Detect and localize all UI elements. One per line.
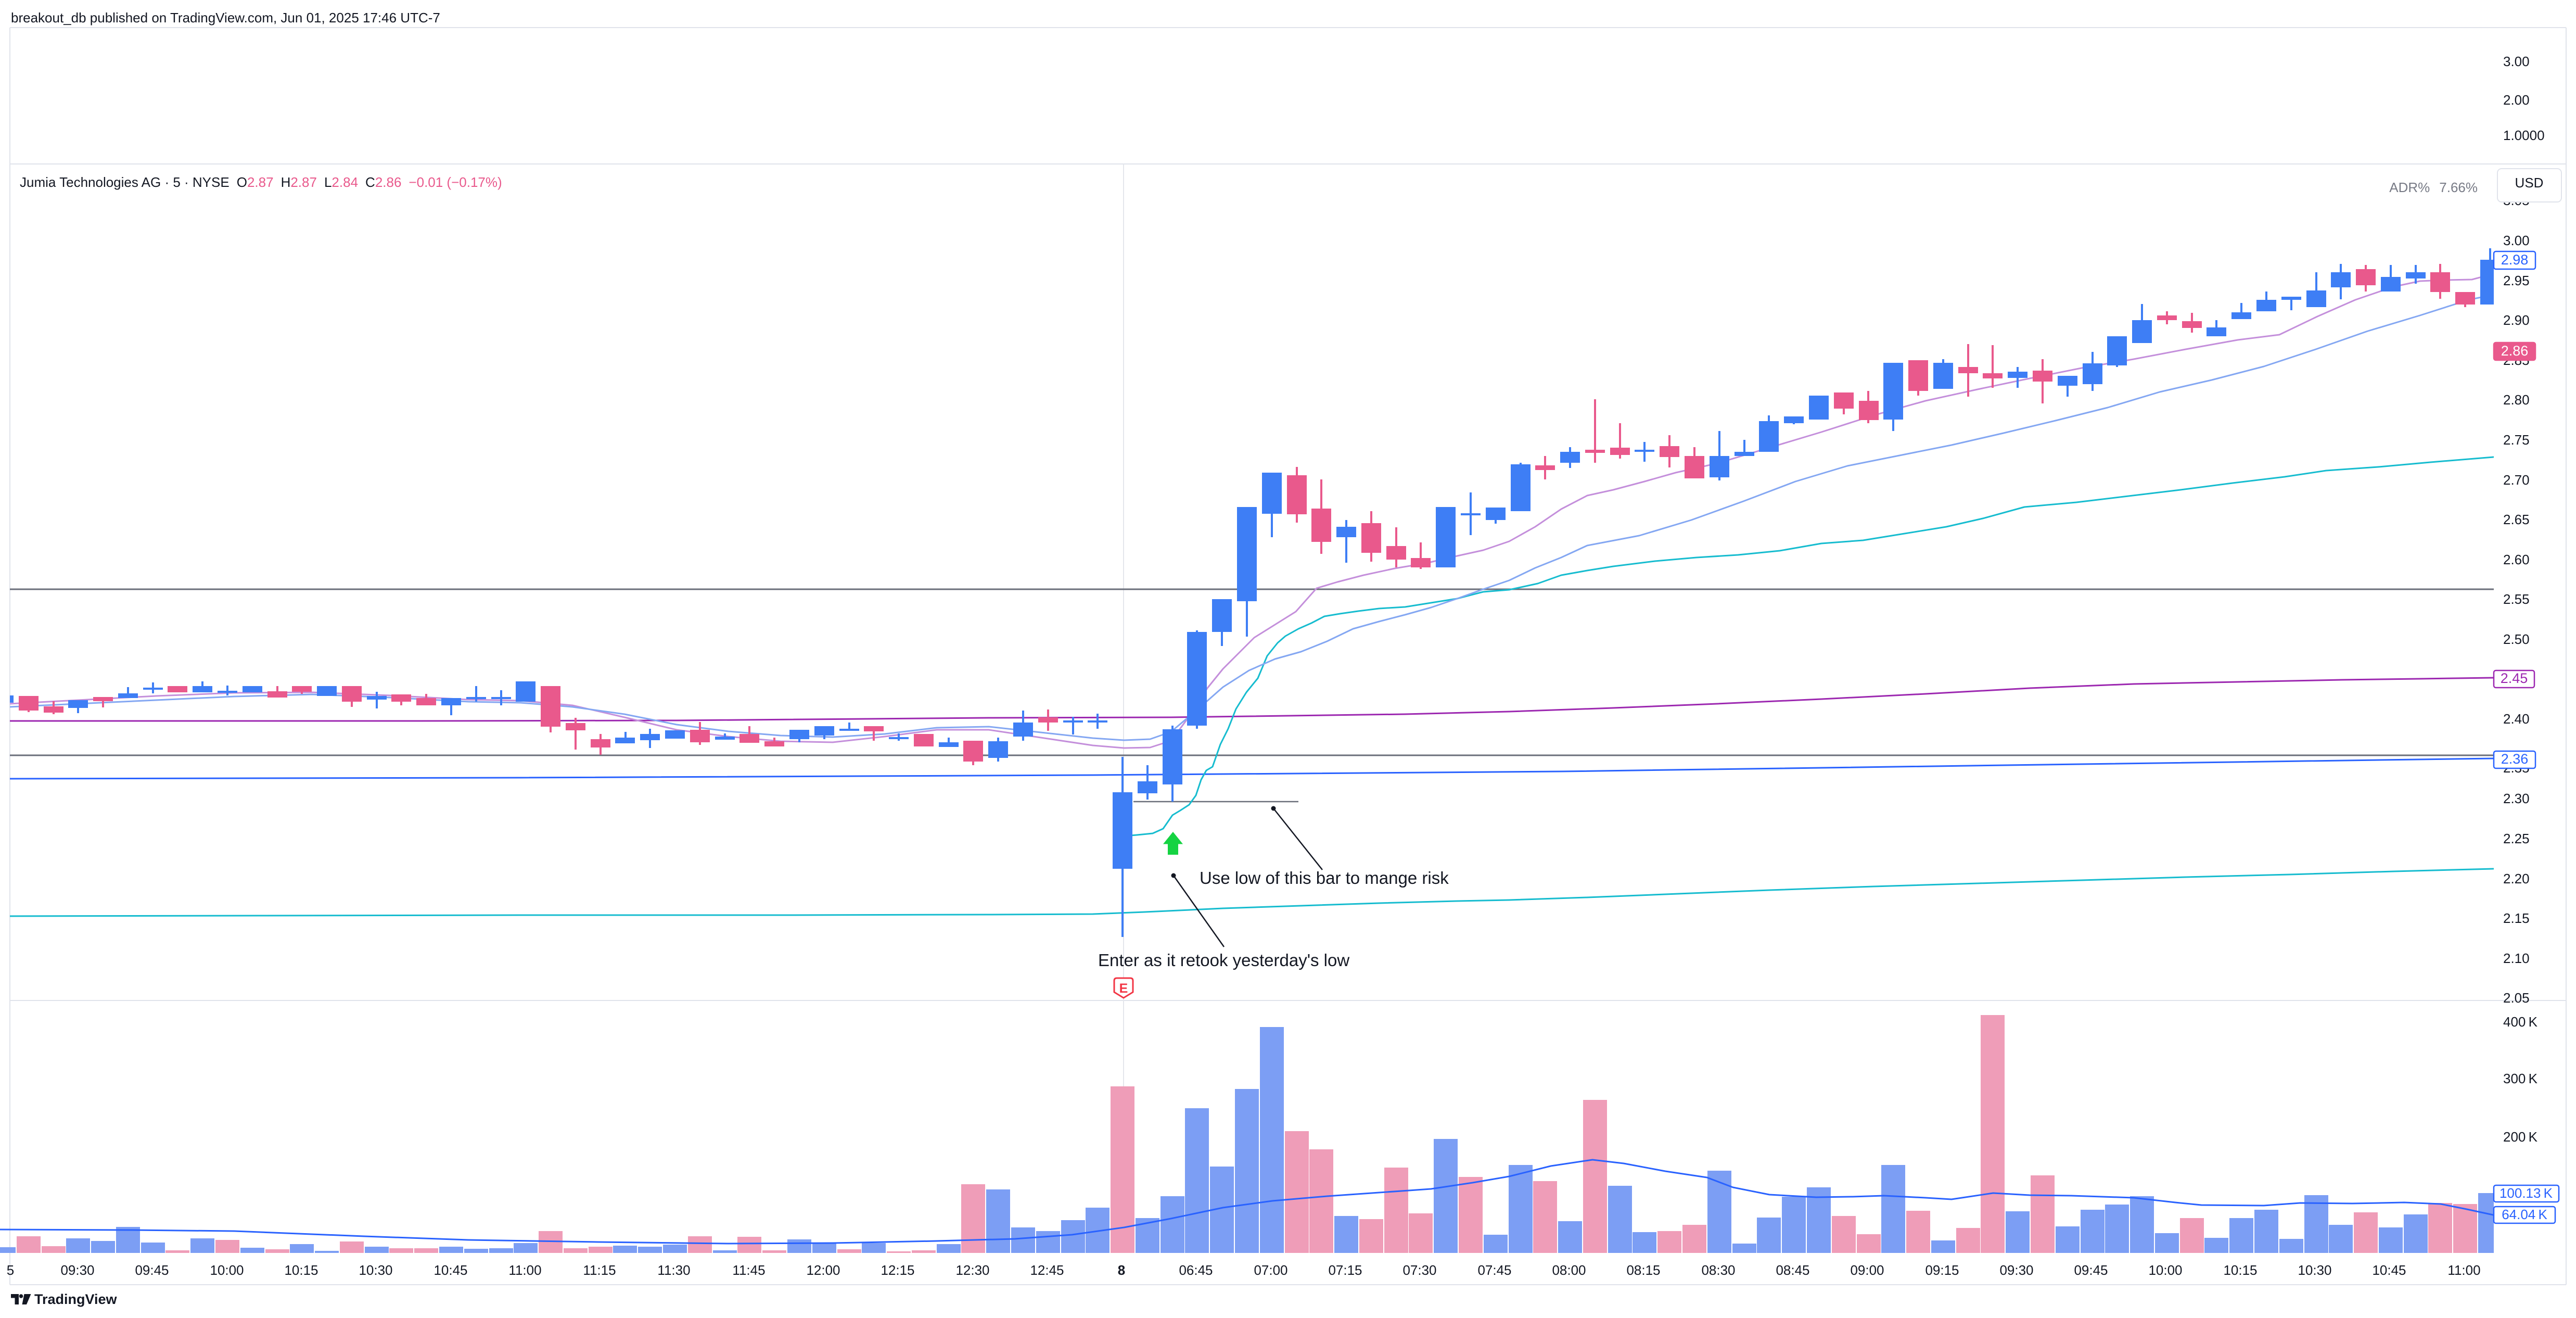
svg-text:3.00: 3.00 [2503, 54, 2530, 69]
svg-text:10:45: 10:45 [433, 1262, 467, 1278]
svg-text:10:30: 10:30 [359, 1262, 392, 1278]
svg-text:Use low of this bar to mange r: Use low of this bar to mange risk [1200, 868, 1449, 888]
svg-text:Jumia Technologies AG · 5 · NY: Jumia Technologies AG · 5 · NYSE O2.87 H2.… [20, 174, 502, 190]
svg-text:10:30: 10:30 [2298, 1262, 2331, 1278]
svg-text:12:00: 12:00 [806, 1262, 840, 1278]
svg-text:breakout_db published on Tradi: breakout_db published on TradingView.com… [11, 10, 440, 26]
svg-text:2.00: 2.00 [2503, 92, 2530, 108]
svg-text:2.80: 2.80 [2503, 392, 2530, 408]
svg-text:400 K: 400 K [2503, 1014, 2538, 1030]
svg-text:08:30: 08:30 [1701, 1262, 1735, 1278]
svg-text:2.45: 2.45 [2501, 670, 2528, 686]
svg-text:08:45: 08:45 [1776, 1262, 1809, 1278]
svg-text:11:30: 11:30 [657, 1262, 690, 1278]
svg-text:12:15: 12:15 [881, 1262, 914, 1278]
svg-text:2.75: 2.75 [2503, 432, 2530, 448]
svg-text:09:00: 09:00 [1850, 1262, 1884, 1278]
svg-text:12:30: 12:30 [955, 1262, 989, 1278]
svg-text:2.95: 2.95 [2503, 273, 2530, 288]
svg-text:09:30: 09:30 [60, 1262, 94, 1278]
svg-text:E: E [1119, 981, 1128, 996]
svg-text:11:15: 11:15 [583, 1262, 616, 1278]
svg-text:07:15: 07:15 [1328, 1262, 1362, 1278]
svg-text:08:15: 08:15 [1626, 1262, 1660, 1278]
svg-text:12:45: 12:45 [1030, 1262, 1064, 1278]
svg-text:10:15: 10:15 [284, 1262, 318, 1278]
svg-text:2.15: 2.15 [2503, 910, 2530, 926]
svg-text:Enter as it retook yesterday's: Enter as it retook yesterday's low [1098, 951, 1349, 970]
svg-text:11:00: 11:00 [508, 1262, 541, 1278]
svg-text:07:45: 07:45 [1477, 1262, 1511, 1278]
svg-text:07:30: 07:30 [1402, 1262, 1436, 1278]
svg-text:2.86: 2.86 [2501, 343, 2529, 359]
svg-text:3.00: 3.00 [2503, 233, 2530, 248]
svg-text:64.04 K: 64.04 K [2502, 1207, 2547, 1222]
svg-text:2.50: 2.50 [2503, 631, 2530, 647]
svg-text:2.70: 2.70 [2503, 472, 2530, 488]
svg-text:11:00: 11:00 [2447, 1262, 2480, 1278]
svg-text:10:15: 10:15 [2223, 1262, 2257, 1278]
svg-text:2.36: 2.36 [2501, 751, 2529, 767]
svg-text:2.30: 2.30 [2503, 791, 2530, 806]
svg-text:10:00: 10:00 [210, 1262, 244, 1278]
svg-text:11:45: 11:45 [732, 1262, 765, 1278]
svg-text:2.98: 2.98 [2501, 252, 2529, 268]
svg-text:2.90: 2.90 [2503, 312, 2530, 328]
svg-text:1.0000: 1.0000 [2503, 128, 2545, 143]
svg-text:2.40: 2.40 [2503, 711, 2530, 727]
svg-text:2.05: 2.05 [2503, 990, 2530, 1006]
svg-text:10:00: 10:00 [2148, 1262, 2182, 1278]
svg-text:300 K: 300 K [2503, 1071, 2538, 1086]
svg-text:09:45: 09:45 [135, 1262, 169, 1278]
svg-text:10:45: 10:45 [2372, 1262, 2406, 1278]
svg-text:2.25: 2.25 [2503, 831, 2530, 846]
svg-text:2.60: 2.60 [2503, 552, 2530, 567]
svg-text:08:00: 08:00 [1552, 1262, 1586, 1278]
svg-text:TradingView: TradingView [34, 1291, 118, 1307]
svg-text:07:00: 07:00 [1254, 1262, 1287, 1278]
svg-text:09:15: 09:15 [1925, 1262, 1959, 1278]
svg-text:5: 5 [7, 1262, 14, 1278]
svg-text:09:30: 09:30 [1999, 1262, 2033, 1278]
svg-text:2.65: 2.65 [2503, 512, 2530, 527]
svg-text:06:45: 06:45 [1179, 1262, 1213, 1278]
svg-text:USD: USD [2515, 175, 2544, 191]
svg-text:2.55: 2.55 [2503, 591, 2530, 607]
svg-text:100.13 K: 100.13 K [2500, 1185, 2553, 1201]
svg-text:2.10: 2.10 [2503, 951, 2530, 966]
svg-text:2.20: 2.20 [2503, 871, 2530, 886]
svg-text:200 K: 200 K [2503, 1129, 2538, 1145]
svg-text:09:45: 09:45 [2074, 1262, 2108, 1278]
svg-text:8: 8 [1118, 1262, 1125, 1278]
